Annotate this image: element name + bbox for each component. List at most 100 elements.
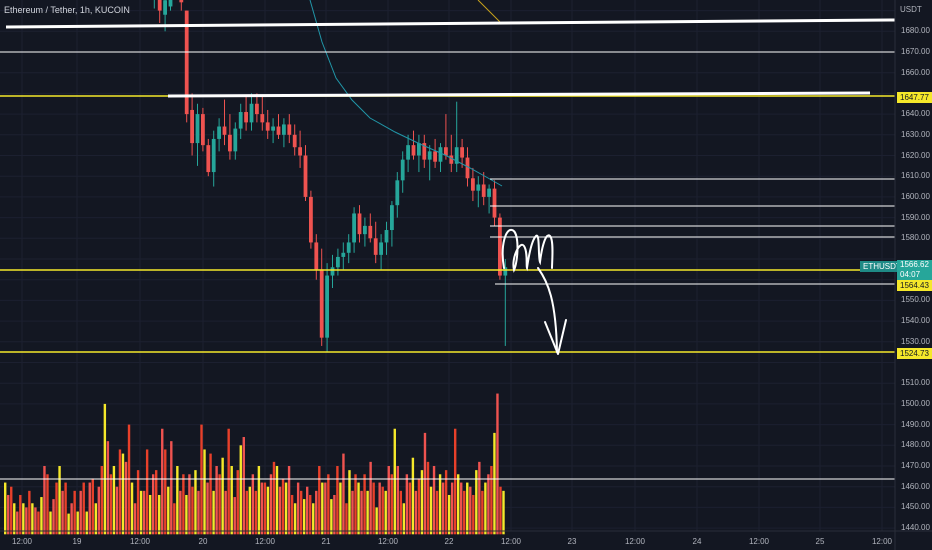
volume-bar xyxy=(339,482,342,535)
volume-bar xyxy=(408,482,412,535)
volume-bar xyxy=(10,486,13,535)
volume-bar xyxy=(85,511,88,535)
volume-bar xyxy=(342,453,345,535)
volume-bar xyxy=(345,503,348,535)
volume-bar xyxy=(161,428,164,535)
volume-bar xyxy=(19,494,22,535)
volume-bar xyxy=(457,474,460,535)
candle-body xyxy=(303,155,308,197)
candle-body xyxy=(433,151,437,162)
candle-body xyxy=(422,143,427,160)
volume-bar xyxy=(121,453,125,535)
candle-body xyxy=(287,124,292,135)
price-label: 1600.00 xyxy=(901,191,930,201)
volume-bar xyxy=(139,490,143,535)
volume-bar xyxy=(209,453,212,535)
time-label: 23 xyxy=(567,537,577,546)
price-label: 1670.00 xyxy=(901,47,930,56)
volume-bar xyxy=(194,470,197,535)
candle-body xyxy=(168,0,173,7)
volume-bar xyxy=(58,466,61,535)
down-arrow-shaft xyxy=(537,267,558,353)
volume-bar xyxy=(239,445,242,535)
horizontal-levels[interactable] xyxy=(0,18,896,480)
time-label: 24 xyxy=(692,537,702,546)
level-tag-1564-43: 1564.43 xyxy=(897,280,932,291)
level-tag-1647-77: 1647.77 xyxy=(897,92,932,103)
volume-bar xyxy=(164,449,167,535)
volume-bar xyxy=(402,503,406,535)
price-label: 1660.00 xyxy=(901,67,930,77)
volume-bar xyxy=(221,457,224,535)
volume-bar xyxy=(290,494,294,535)
candle-body xyxy=(357,213,362,235)
volume-bar xyxy=(499,486,502,535)
volume-bar xyxy=(25,507,28,535)
volume-bar xyxy=(481,490,484,535)
candle-body xyxy=(400,159,405,181)
volume-bar xyxy=(396,466,399,535)
price-label: 1630.00 xyxy=(901,129,930,139)
volume-bar xyxy=(438,474,442,535)
moving-average-line-2 xyxy=(477,0,501,23)
volume-bar xyxy=(384,490,387,535)
volume-bar xyxy=(133,503,137,535)
volume-bar xyxy=(460,482,463,535)
volume-bar xyxy=(432,466,436,535)
resistance-line-mid[interactable] xyxy=(167,91,871,98)
volume-bar xyxy=(272,461,276,535)
volume-bar xyxy=(447,494,451,535)
volume-bar xyxy=(227,428,230,535)
volume-bar xyxy=(170,441,173,535)
volume-bar xyxy=(22,503,25,535)
candle-body xyxy=(330,267,335,276)
candle-body xyxy=(487,188,491,197)
volume-bar xyxy=(109,474,113,535)
candle-body xyxy=(476,184,481,191)
price-label: 1450.00 xyxy=(901,502,930,512)
volume-bar xyxy=(420,470,424,535)
volume-bar xyxy=(176,466,179,535)
volume-bar xyxy=(466,482,469,535)
volume-bar xyxy=(88,482,91,535)
hand-drawing xyxy=(501,228,567,355)
volume-bar xyxy=(441,482,445,535)
volume-bar xyxy=(236,470,239,535)
candle-body xyxy=(260,114,265,123)
volume-bar xyxy=(372,482,375,535)
resistance-line-upper[interactable] xyxy=(5,18,896,29)
candle-body xyxy=(282,124,286,135)
volume-bar xyxy=(327,474,330,535)
volume-bar xyxy=(188,474,191,535)
candle-body xyxy=(465,157,470,179)
time-label: 12:00 xyxy=(748,537,770,546)
price-label: 1530.00 xyxy=(901,336,930,346)
volume-bar xyxy=(444,470,448,535)
candle-body xyxy=(163,0,167,15)
volume-bar xyxy=(390,474,393,535)
volume-bar xyxy=(158,494,161,535)
candle-body xyxy=(417,143,421,156)
volume-bar xyxy=(478,461,481,535)
symbol-tag: ETHUSDT xyxy=(860,261,904,272)
volume-bar xyxy=(43,466,46,535)
volume-bar xyxy=(224,490,227,535)
volume-bar xyxy=(173,503,176,535)
volume-bar xyxy=(148,494,152,535)
volume-bar xyxy=(103,403,107,535)
volume-bar xyxy=(366,490,369,535)
volume-bar xyxy=(73,490,76,535)
volume-bar xyxy=(469,486,472,535)
volume-bar xyxy=(312,503,315,535)
volume-bar xyxy=(357,482,360,535)
candle-body xyxy=(179,0,184,3)
volume-bar xyxy=(155,470,158,535)
volume-bar xyxy=(218,474,221,535)
volume-bar xyxy=(34,507,37,535)
volume-bar xyxy=(182,474,185,535)
candle-body xyxy=(471,178,475,191)
volume-bar xyxy=(284,482,288,535)
volume-bar xyxy=(28,490,31,535)
volume-bar xyxy=(106,441,110,535)
